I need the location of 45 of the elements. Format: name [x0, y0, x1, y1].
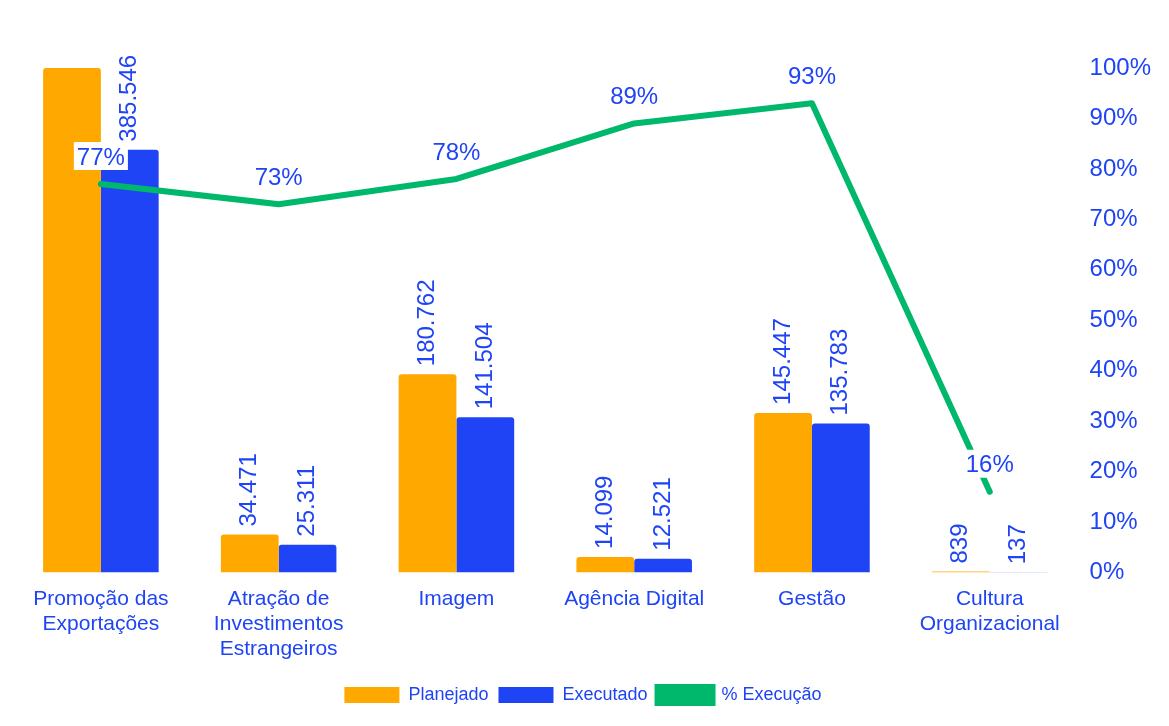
data-label: 93%: [787, 61, 836, 89]
data-label: 385.546: [114, 54, 142, 142]
data-label: 839: [945, 523, 973, 564]
y2-tick-label: 100%: [1089, 52, 1152, 80]
bar: [576, 556, 635, 573]
legend-label: Executado: [562, 683, 648, 704]
x-tick-label: Promoção das Exportações: [33, 585, 169, 634]
data-label: 77%: [76, 142, 125, 170]
legend-label: Planejado: [408, 683, 489, 704]
x-tick-label: Atração de Investimentos Estrangeiros: [213, 585, 344, 660]
y2-tick-label: 50%: [1089, 304, 1138, 332]
y2-tick-label: 10%: [1089, 506, 1138, 534]
bar: [278, 544, 337, 573]
bar: [220, 534, 279, 573]
data-label: 89%: [610, 82, 659, 110]
bar: [634, 558, 692, 573]
x-tick-label: Gestão: [778, 585, 846, 609]
data-label: 34.471: [234, 453, 262, 527]
bar: [398, 374, 457, 573]
bar: [456, 417, 515, 573]
data-label: 16%: [965, 450, 1014, 478]
y2-tick-label: 40%: [1089, 355, 1138, 383]
data-label: 25.311: [292, 465, 320, 537]
data-label: 78%: [432, 137, 481, 165]
legend-label: % Execução: [721, 683, 822, 704]
data-label: 141.504: [469, 322, 497, 410]
y2-tick-label: 80%: [1089, 153, 1138, 181]
y2-tick-label: 60%: [1089, 254, 1138, 282]
data-label: 145.447: [767, 318, 795, 405]
data-label: 180.762: [412, 279, 440, 367]
x-tick-label: Cultura Organizacional: [919, 585, 1060, 634]
y2-tick-label: 0%: [1089, 557, 1125, 585]
x-tick-label: Imagem: [418, 585, 495, 609]
bar: [754, 412, 812, 573]
data-label: 73%: [254, 162, 303, 190]
data-label: 12.521: [647, 477, 675, 551]
data-label: 135.783: [825, 328, 853, 416]
y2-tick-label: 20%: [1089, 456, 1138, 484]
bar: [811, 423, 870, 573]
y2-tick-label: 70%: [1089, 203, 1138, 231]
y2-tick-label: 30%: [1089, 405, 1138, 433]
x-tick-label: Agência Digital: [564, 585, 705, 609]
data-label: 14.099: [589, 475, 617, 549]
y2-tick-label: 90%: [1089, 103, 1138, 131]
data-label: 137: [1003, 524, 1031, 565]
